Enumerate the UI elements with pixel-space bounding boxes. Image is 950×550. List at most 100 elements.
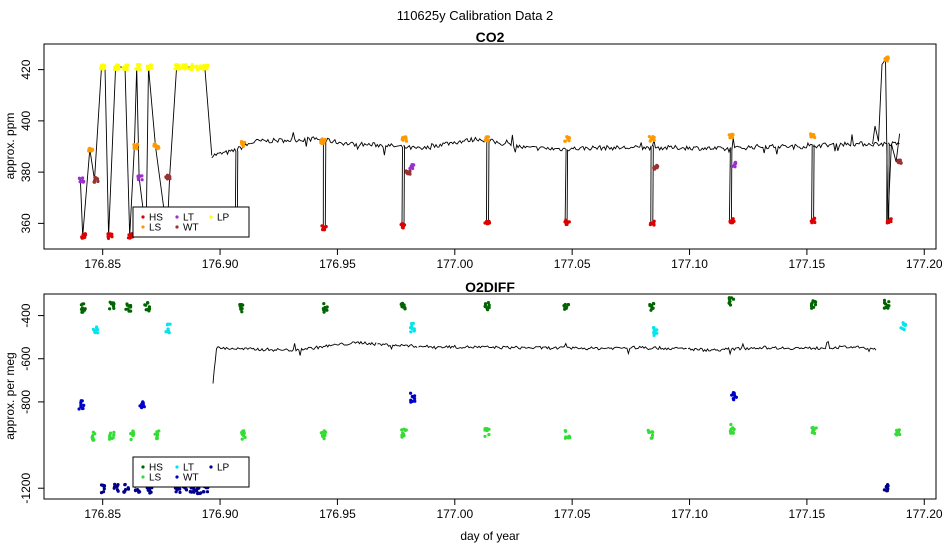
co2-point-hs [885,217,893,225]
o2diff-legend-label: LT [183,463,194,474]
co2-point-hs [648,219,656,227]
o2diff-x-tick-label: 176.95 [319,507,356,521]
co2-legend-marker [141,215,145,219]
co2-x-tick-label: 177.20 [906,257,943,271]
o2diff-legend-label: HS [149,463,163,474]
co2-x-tick-label: 176.95 [319,257,356,271]
co2-point-lp [187,63,196,71]
co2-point-wt [404,169,412,176]
o2diff-point-hs [809,299,818,310]
co2-point-lp [134,63,142,72]
co2-y-axis: 360 380 400 420 [19,59,44,233]
o2diff-legend-marker [209,465,213,469]
o2diff-legend-marker [175,465,179,469]
o2diff-y-tick-label: -800 [19,390,33,414]
o2diff-point-ls [153,429,161,441]
o2diff-point-ls [483,427,491,438]
o2diff-x-tick-label: 177.20 [906,507,943,521]
o2diff-point-lt [408,321,416,334]
co2-legend-label: LT [183,213,194,224]
co2-point-hs [80,232,88,240]
co2-x-axis: 176.85 176.90 176.95 177.00 177.05 177.10 177.… [84,249,943,271]
co2-point-lp [99,63,107,71]
o2diff-point-lt [899,321,908,332]
o2diff-baseline-trace [212,340,877,384]
o2diff-x-tick-label: 177.15 [789,507,826,521]
o2diff-point-hs [399,301,407,311]
co2-x-tick-label: 177.15 [789,257,826,271]
co2-legend-label: LP [217,213,230,224]
x-axis-label: day of year [460,529,519,543]
co2-x-tick-label: 177.00 [436,257,473,271]
o2diff-legend-label: WT [183,473,199,484]
co2-point-lt [730,160,738,169]
o2diff-point-lp [122,482,130,494]
co2-legend-marker [175,215,179,219]
co2-point-lp [180,63,189,71]
o2diff-point-wt [409,391,417,404]
co2-y-tick-label: 420 [19,59,33,79]
o2diff-point-hs [648,301,656,312]
co2-point-lp [194,64,203,72]
o2diff-x-axis: 176.85 176.90 176.95 177.00 177.05 177.10 177.… [84,499,943,521]
o2diff-point-ls [90,430,97,442]
co2-point-ls [319,137,327,146]
co2-point-hs [483,219,492,226]
co2-point-lp [121,63,130,72]
o2diff-point-hs [882,298,891,310]
co2-legend-label: HS [149,213,163,224]
co2-x-tick-label: 177.10 [671,257,708,271]
o2diff-point-ls [400,427,408,439]
figure-title: 110625y Calibration Data 2 [397,8,554,23]
co2-x-tick-label: 176.85 [84,257,121,271]
co2-panel-title: CO2 [476,29,505,45]
co2-point-ls [727,132,735,140]
co2-point-lt [77,176,86,184]
o2diff-y-tick-label: -400 [19,303,33,327]
o2diff-point-ls [894,428,902,437]
co2-point-ls [152,142,161,151]
co2-point-wt [652,163,660,171]
co2-point-ls [647,135,656,143]
o2diff-point-lp [188,486,196,494]
o2diff-x-tick-label: 177.10 [671,507,708,521]
co2-y-axis-label: approx. ppm [3,113,17,180]
o2diff-legend-marker [141,465,145,469]
o2diff-point-ls [728,422,736,435]
o2diff-plot-area [43,293,937,500]
o2diff-point-wt [77,399,86,411]
co2-legend-marker [209,215,213,219]
o2diff-point-hs [124,302,133,313]
o2diff-point-wt [730,391,739,402]
co2-point-ls [239,140,247,148]
co2-point-ls [563,135,572,143]
co2-point-lp [173,63,182,71]
co2-y-tick-label: 400 [19,111,33,131]
o2diff-point-lp [112,482,120,493]
co2-panel: CO2 176.85 176.90 176.95 177.00 177.05 177.10… [3,29,943,271]
o2diff-x-tick-label: 177.00 [436,507,473,521]
co2-baseline-trace [211,132,900,227]
co2-point-wt [92,175,100,184]
o2diff-point-ls [646,428,655,440]
co2-point-lt [408,163,416,171]
co2-plot-area [43,43,937,250]
co2-late-trace [872,57,901,221]
co2-point-hs [320,224,328,232]
co2-point-ls [400,135,409,143]
co2-legend-marker [175,225,179,229]
co2-point-hs [563,218,571,227]
co2-point-lp [112,63,121,72]
o2diff-point-lt [164,322,172,335]
o2diff-x-tick-label: 176.85 [84,507,121,521]
o2diff-point-hs [238,303,245,314]
o2diff-point-hs [108,300,116,311]
co2-point-hs [728,217,736,225]
co2-point-hs [106,232,114,240]
o2diff-point-ls [129,429,136,442]
o2diff-point-hs [143,301,152,313]
o2diff-y-axis-label: approx. per meg [3,352,17,439]
